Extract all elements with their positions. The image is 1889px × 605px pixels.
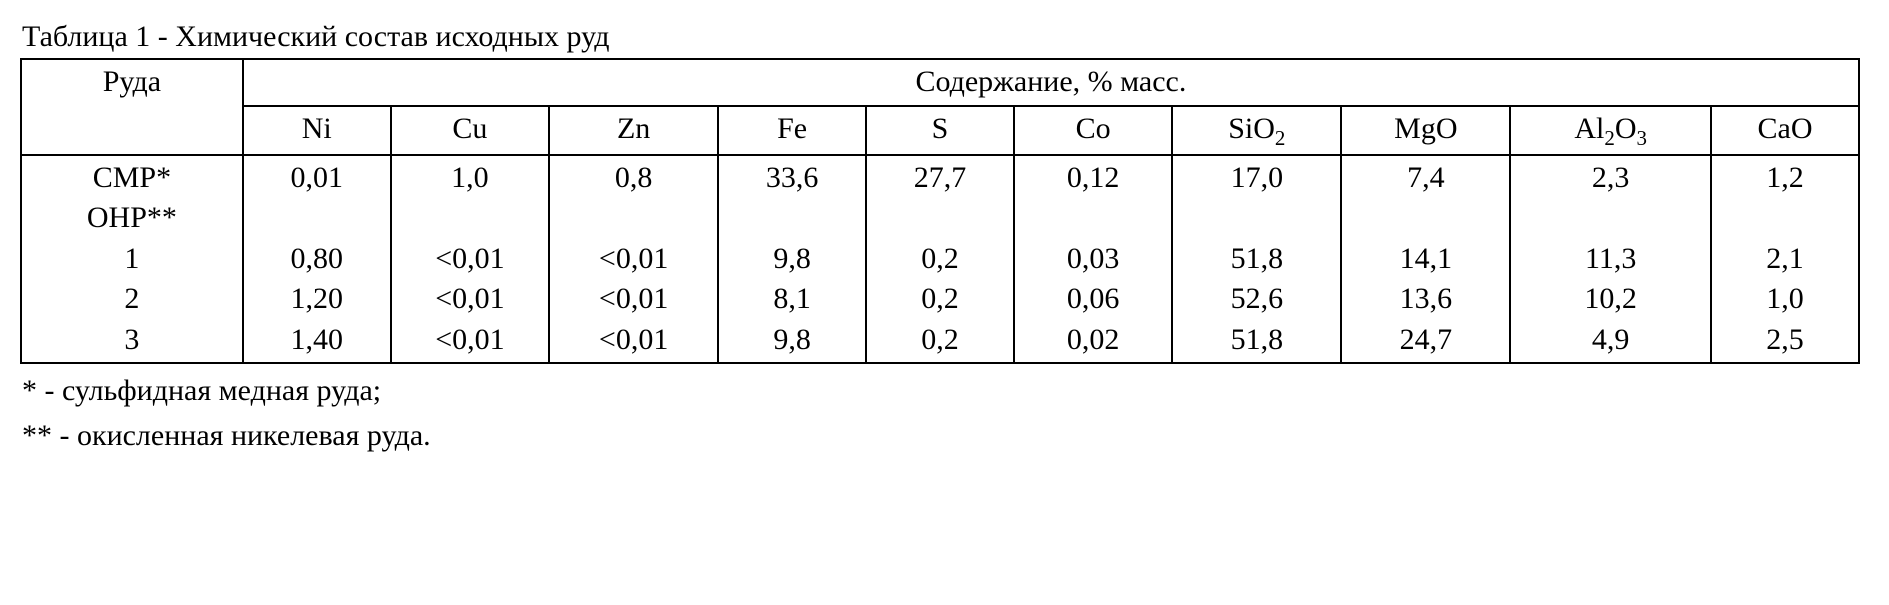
data-cell: 2,3 11,310,24,9 bbox=[1510, 155, 1711, 364]
header-sio2-sub: 2 bbox=[1275, 126, 1286, 150]
header-al2o3: Al2O3 bbox=[1510, 106, 1711, 155]
header-fe: Fe bbox=[718, 106, 866, 155]
header-group: Содержание, % масс. bbox=[243, 59, 1859, 106]
data-cell: 0,01 0,801,201,40 bbox=[243, 155, 391, 364]
header-ruda: Руда bbox=[21, 59, 243, 155]
header-al2o3-sub1: 2 bbox=[1604, 126, 1615, 150]
header-s: S bbox=[866, 106, 1014, 155]
table-caption: Таблица 1 - Химический состав исходных р… bbox=[22, 20, 1869, 54]
data-cell: 17,0 51,852,651,8 bbox=[1172, 155, 1341, 364]
footnotes: * - сульфидная медная руда; ** - окислен… bbox=[22, 368, 1869, 458]
data-cell: 0,8 <0,01<0,01<0,01 bbox=[549, 155, 718, 364]
data-cell: 1,0 <0,01<0,01<0,01 bbox=[391, 155, 549, 364]
data-cell: 7,4 14,113,624,7 bbox=[1341, 155, 1510, 364]
data-cell: 27,7 0,20,20,2 bbox=[866, 155, 1014, 364]
row-label-cell: СМР*ОНР**123 bbox=[21, 155, 243, 364]
data-cell: 1,2 2,11,02,5 bbox=[1711, 155, 1859, 364]
header-al2o3-al: Al bbox=[1574, 112, 1604, 145]
table-body: СМР*ОНР**1230,01 0,801,201,401,0 <0,01<0… bbox=[21, 155, 1859, 364]
header-al2o3-o: O bbox=[1615, 112, 1637, 145]
data-cell: 33,6 9,88,19,8 bbox=[718, 155, 866, 364]
footnote-2: ** - окисленная никелевая руда. bbox=[22, 413, 1869, 458]
header-sio2-text: SiO bbox=[1228, 112, 1275, 145]
data-cell: 0,12 0,030,060,02 bbox=[1014, 155, 1172, 364]
header-sio2: SiO2 bbox=[1172, 106, 1341, 155]
header-al2o3-sub2: 3 bbox=[1636, 126, 1647, 150]
header-cao: CaO bbox=[1711, 106, 1859, 155]
header-zn: Zn bbox=[549, 106, 718, 155]
header-ni: Ni bbox=[243, 106, 391, 155]
composition-table: Руда Содержание, % масс. Ni Cu Zn Fe S C… bbox=[20, 58, 1860, 364]
header-co: Co bbox=[1014, 106, 1172, 155]
header-cu: Cu bbox=[391, 106, 549, 155]
header-mgo: MgO bbox=[1341, 106, 1510, 155]
footnote-1: * - сульфидная медная руда; bbox=[22, 368, 1869, 413]
